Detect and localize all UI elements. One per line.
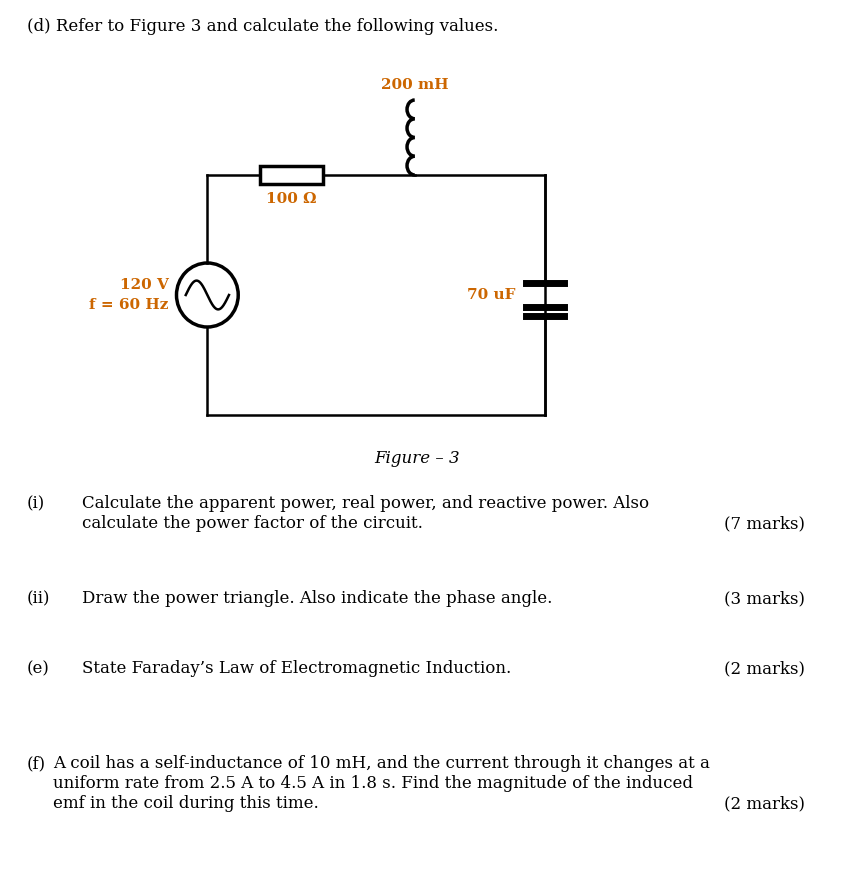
Text: (7 marks): (7 marks): [724, 515, 805, 532]
Text: 120 V: 120 V: [120, 278, 169, 292]
Text: Calculate the apparent power, real power, and reactive power. Also: Calculate the apparent power, real power…: [82, 495, 649, 512]
Text: emf in the coil during this time.: emf in the coil during this time.: [53, 795, 318, 812]
Text: f = 60 Hz: f = 60 Hz: [90, 298, 169, 312]
Text: 200 mH: 200 mH: [381, 78, 449, 92]
Text: 100 Ω: 100 Ω: [267, 192, 317, 206]
Text: 70 uF: 70 uF: [468, 288, 516, 302]
Text: calculate the power factor of the circuit.: calculate the power factor of the circui…: [82, 515, 423, 532]
Text: Figure – 3: Figure – 3: [374, 450, 459, 467]
Text: (d) Refer to Figure 3 and calculate the following values.: (d) Refer to Figure 3 and calculate the …: [27, 18, 498, 35]
Text: (3 marks): (3 marks): [724, 590, 805, 607]
Text: A coil has a self-inductance of 10 mH, and the current through it changes at a: A coil has a self-inductance of 10 mH, a…: [53, 755, 710, 772]
Bar: [261, 166, 323, 184]
Text: (f): (f): [27, 755, 46, 772]
Text: State Faraday’s Law of Electromagnetic Induction.: State Faraday’s Law of Electromagnetic I…: [82, 660, 511, 677]
Text: uniform rate from 2.5 A to 4.5 A in 1.8 s. Find the magnitude of the induced: uniform rate from 2.5 A to 4.5 A in 1.8 …: [53, 775, 693, 792]
Text: (2 marks): (2 marks): [724, 660, 805, 677]
Text: (i): (i): [27, 495, 45, 512]
Text: (2 marks): (2 marks): [724, 795, 805, 812]
Text: (e): (e): [27, 660, 50, 677]
Text: Draw the power triangle. Also indicate the phase angle.: Draw the power triangle. Also indicate t…: [82, 590, 552, 607]
Text: (ii): (ii): [27, 590, 51, 607]
